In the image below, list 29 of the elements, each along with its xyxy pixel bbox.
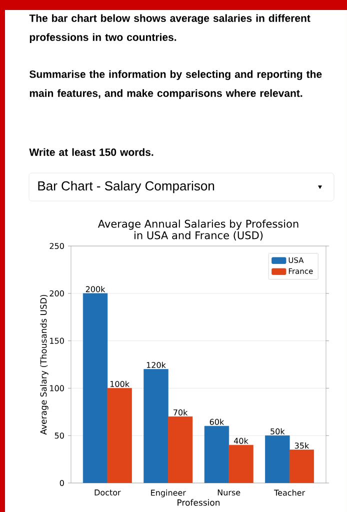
x-axis-title: Profession <box>178 499 220 506</box>
y-tick-label: 250 <box>50 242 64 250</box>
x-tick-label: Engineer <box>151 490 186 498</box>
data-label: 40k <box>234 438 248 444</box>
data-label: 35k <box>294 442 310 449</box>
text: The bar chart below shows average salaries in different professions in two countries. <box>29 14 310 43</box>
text: Summarise the information by selecting and reporting the main features, and make comparisons where relevant. <box>29 70 322 99</box>
x-tick-label: Teacher <box>274 490 306 496</box>
data-label: 100k <box>110 380 130 387</box>
chart-title: Average Annual Salaries by Profession in USA and France (USD) <box>98 220 298 240</box>
data-label: 200k <box>86 286 106 292</box>
x-tick-label: Doctor <box>94 490 121 496</box>
text: Write at least 150 words. <box>29 148 154 156</box>
text: Bar Chart - Salary Comparison <box>38 180 214 194</box>
data-label: 60k <box>210 418 224 425</box>
bar <box>265 435 290 483</box>
data-label: 70k <box>174 409 188 416</box>
y-axis-title: Average Salary (Thousands USD) <box>40 294 48 435</box>
y-tick-label: 100 <box>50 385 64 392</box>
y-tick-label: 0 <box>60 480 64 486</box>
bar <box>144 369 168 483</box>
y-tick-label: 50 <box>54 432 64 439</box>
y-tick-label: 200 <box>50 290 64 296</box>
bar <box>82 293 108 483</box>
data-label: 120k <box>146 362 166 368</box>
bar <box>204 426 230 483</box>
data-label: 50k <box>270 428 285 434</box>
y-tick-label: 150 <box>50 338 64 344</box>
x-tick-label: Nurse <box>218 490 240 496</box>
